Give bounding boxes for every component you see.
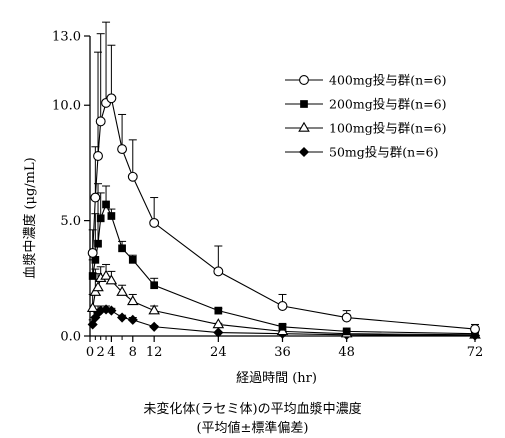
data-point bbox=[91, 255, 100, 264]
legend-label: 200mg投与群(n=6) bbox=[329, 97, 446, 112]
x-tick-label: 72 bbox=[467, 345, 484, 360]
data-point bbox=[87, 247, 98, 258]
series-layer bbox=[86, 21, 481, 341]
x-tick-label: 0 bbox=[86, 345, 94, 360]
x-tick-label: 36 bbox=[274, 345, 291, 360]
data-point bbox=[149, 217, 160, 228]
legend-marker bbox=[299, 75, 309, 85]
data-point bbox=[148, 304, 160, 315]
legend-marker bbox=[298, 146, 310, 158]
y-axis-title: 血漿中濃度 (μg/mL) bbox=[22, 157, 38, 278]
x-tick-label: 24 bbox=[210, 345, 227, 360]
data-point bbox=[116, 285, 128, 296]
axes: 0.05.010.013.00 4 8 12 24 36 48 722 bbox=[52, 30, 483, 361]
data-point bbox=[341, 312, 352, 323]
data-point bbox=[95, 116, 106, 127]
x-tick-label: 12 bbox=[146, 345, 163, 360]
data-point bbox=[470, 324, 480, 335]
x-tick-label: 48 bbox=[338, 345, 355, 360]
legend-label: 50mg投与群(n=6) bbox=[329, 145, 439, 160]
data-point bbox=[117, 312, 128, 323]
data-point bbox=[277, 301, 288, 311]
data-point bbox=[94, 239, 102, 248]
data-point bbox=[213, 266, 224, 277]
data-point bbox=[149, 321, 160, 332]
data-point bbox=[105, 274, 118, 285]
data-point bbox=[92, 281, 104, 292]
data-point bbox=[95, 305, 106, 316]
y-tick-label: 5.0 bbox=[60, 214, 81, 229]
x-tick-label: 4 bbox=[107, 345, 115, 360]
data-point bbox=[212, 318, 225, 329]
data-point bbox=[93, 151, 103, 161]
data-point bbox=[150, 281, 159, 290]
data-point bbox=[90, 192, 101, 203]
data-point bbox=[128, 255, 137, 264]
data-point bbox=[117, 144, 128, 155]
series-2 bbox=[86, 263, 481, 339]
x-axis-title: 経過時間 (hr) bbox=[236, 371, 317, 386]
y-tick-label: 10.0 bbox=[52, 99, 81, 114]
data-point bbox=[127, 314, 138, 325]
data-point bbox=[213, 327, 224, 338]
data-point bbox=[127, 171, 138, 182]
data-point bbox=[278, 322, 287, 331]
data-point bbox=[96, 214, 105, 223]
series-0 bbox=[87, 21, 480, 335]
data-point bbox=[86, 302, 99, 313]
caption-line-2: (平均値±標準偏差) bbox=[196, 421, 309, 436]
data-point bbox=[107, 212, 116, 220]
legend-label: 400mg投与群(n=6) bbox=[329, 73, 446, 88]
data-point bbox=[106, 93, 117, 104]
data-point bbox=[100, 269, 112, 280]
data-point bbox=[88, 272, 97, 280]
data-point bbox=[126, 295, 139, 306]
y-tick-label: 0.0 bbox=[60, 330, 81, 345]
data-point bbox=[100, 304, 112, 315]
legend-marker bbox=[300, 100, 308, 108]
data-point bbox=[342, 327, 351, 336]
x-tick-label: 8 bbox=[129, 345, 137, 360]
caption-line-1: 未変化体(ラセミ体)の平均血漿中濃度 bbox=[143, 402, 362, 417]
data-point bbox=[118, 244, 126, 253]
legend: 400mg投与群(n=6) 200mg投与群(n=6) 100mg投与群(n=6) 5… bbox=[285, 73, 446, 160]
y-tick-label: 13.0 bbox=[52, 30, 81, 45]
data-point bbox=[102, 200, 110, 209]
legend-label: 100mg投与群(n=6) bbox=[329, 121, 446, 136]
x-tick-label: 2 bbox=[97, 345, 105, 360]
data-point bbox=[214, 306, 223, 315]
data-point bbox=[106, 305, 117, 316]
legend-marker bbox=[298, 121, 310, 132]
